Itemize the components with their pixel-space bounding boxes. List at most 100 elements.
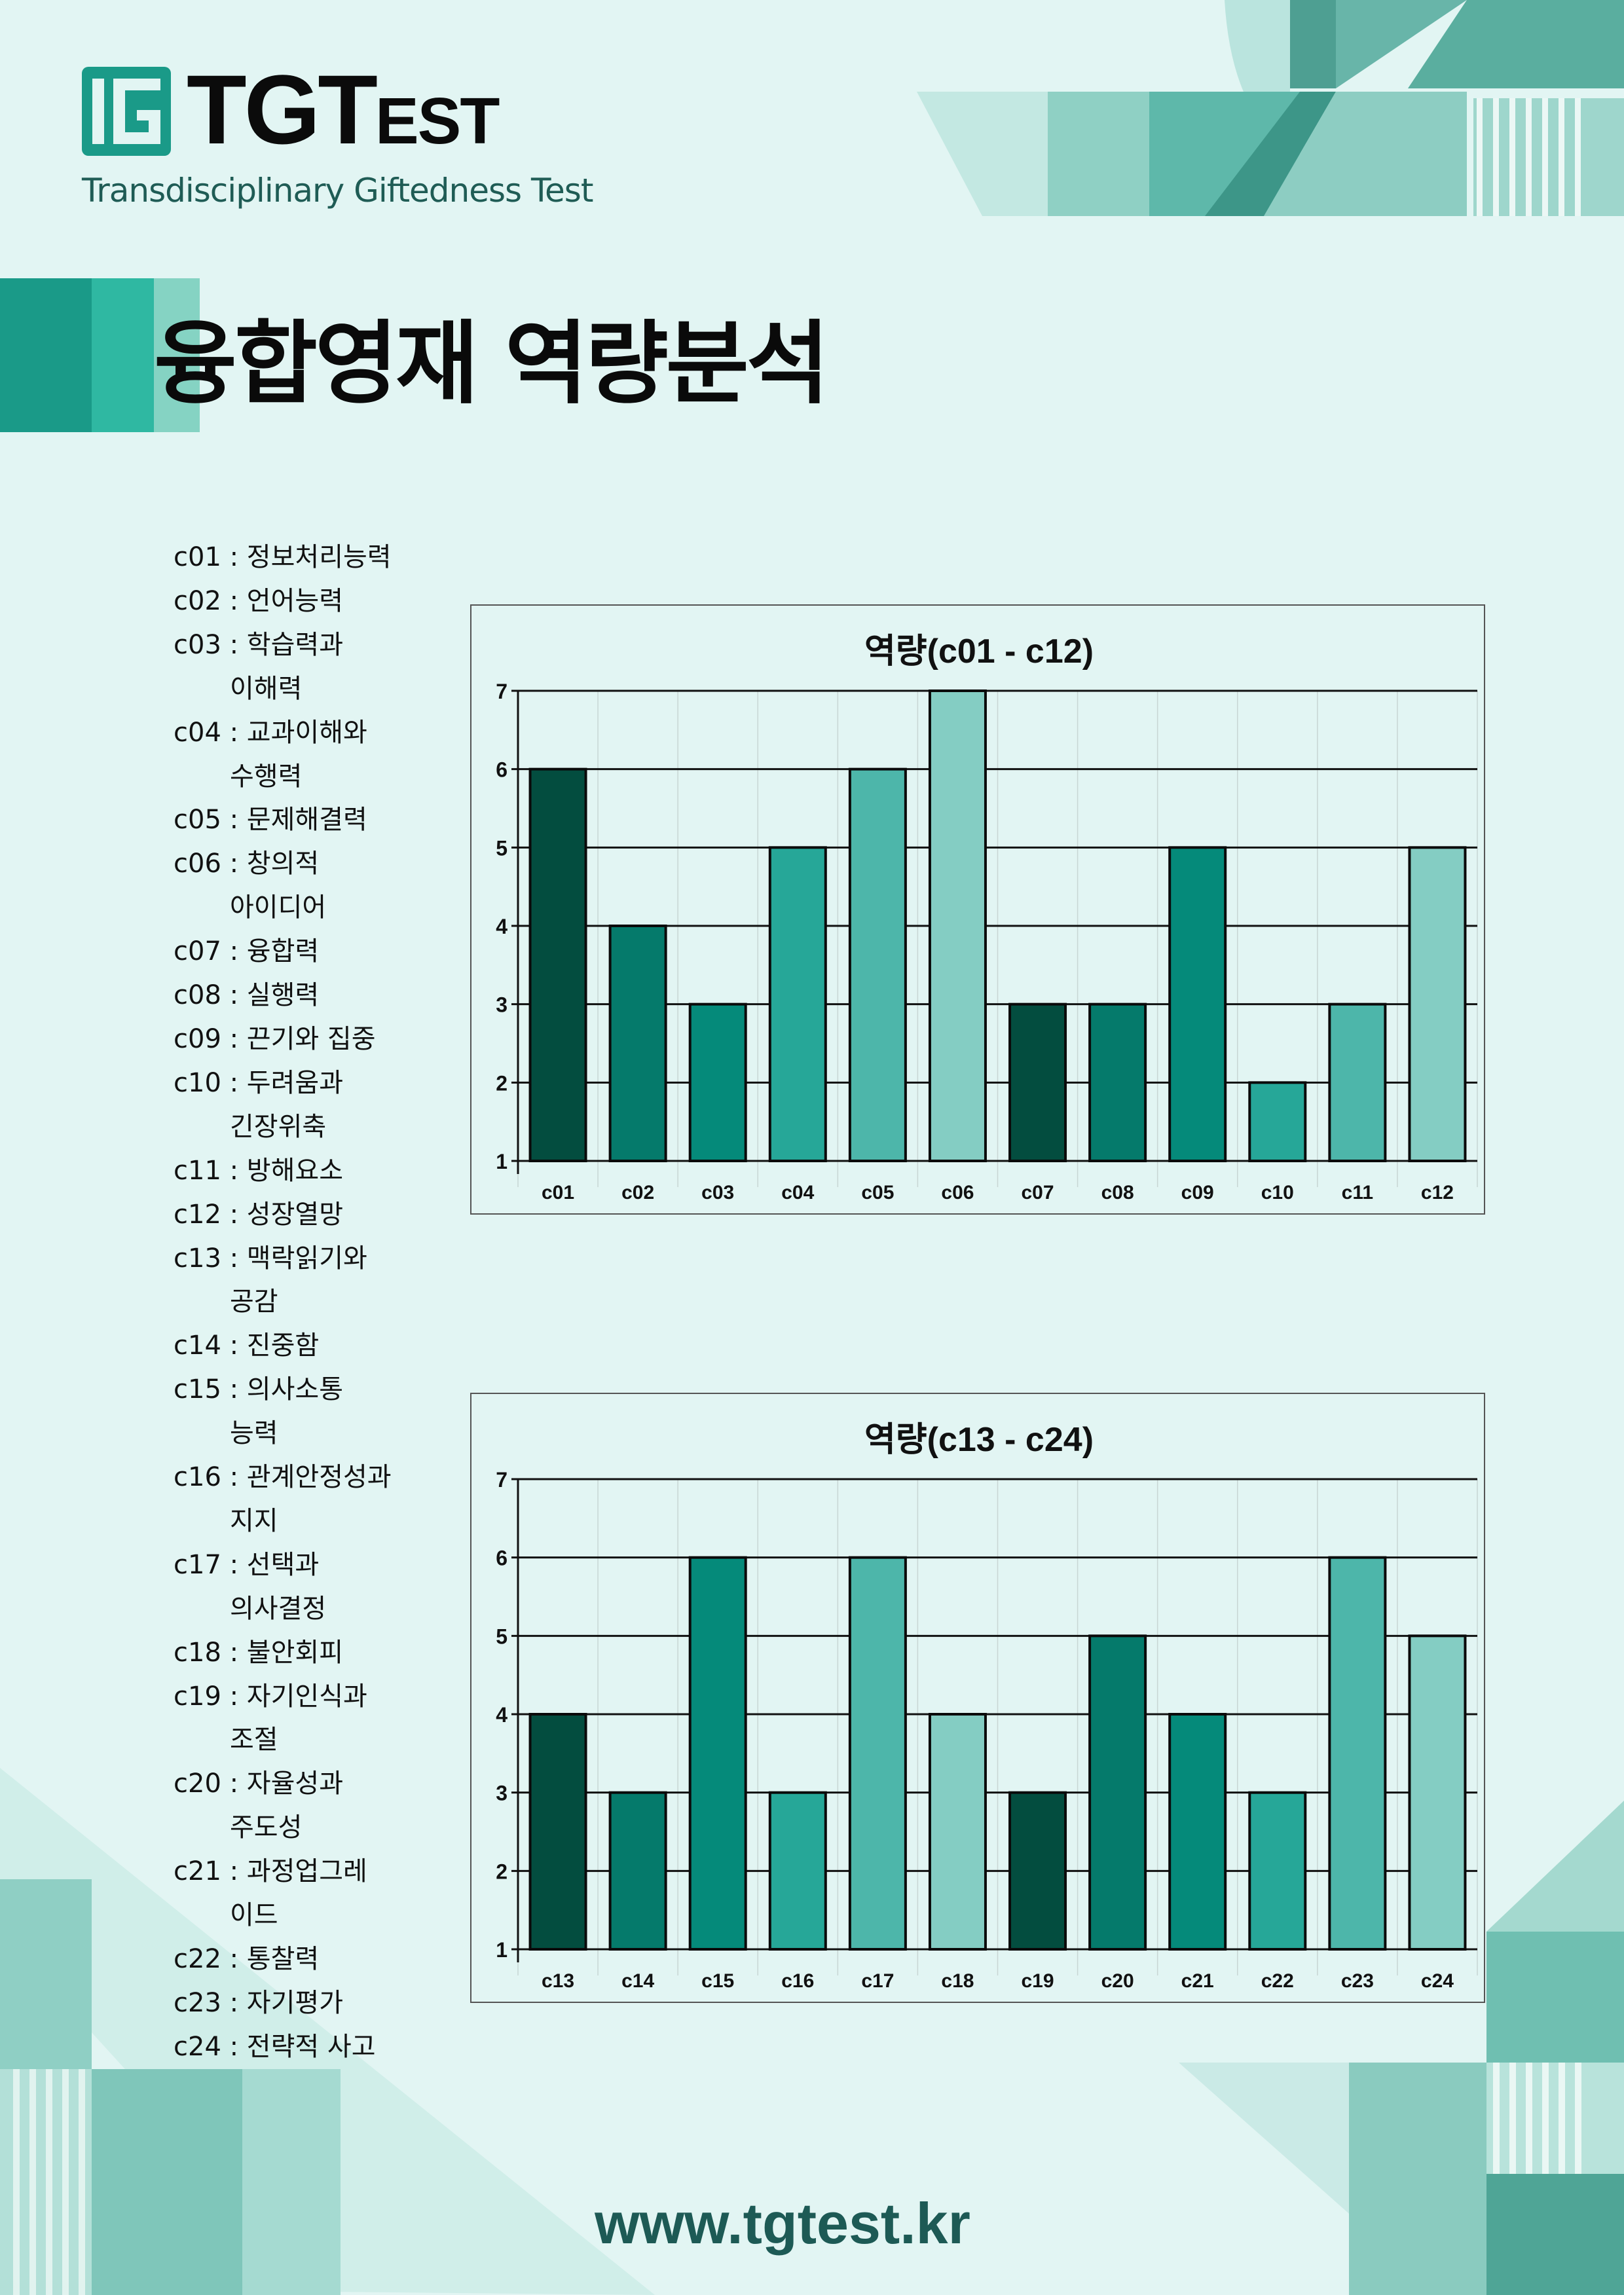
legend-item: c13 : 맥락읽기와 xyxy=(174,1243,367,1274)
legend-item-continuation: 공감 xyxy=(230,1287,278,1317)
title-band-dark xyxy=(0,278,92,432)
legend-item: c24 : 전략적 사고 xyxy=(174,2031,376,2062)
legend-item: c05 : 문제해결력 xyxy=(174,805,367,835)
bar-c01 xyxy=(528,767,587,1162)
legend-item: c03 : 학습력과 xyxy=(174,629,343,660)
bar-c19 xyxy=(1008,1791,1067,1951)
y-tick-label: 4 xyxy=(496,915,507,938)
x-tick-label: c02 xyxy=(621,1182,654,1203)
x-tick-label: c15 xyxy=(701,1970,734,1992)
x-tick-label: c23 xyxy=(1341,1970,1374,1992)
y-tick-label: 5 xyxy=(496,1625,507,1648)
chart-c13-c24: 역량(c13 - c24) 1 2 3 4 5 6 7 c13 c14 c15 c16 c17 c18 c1… xyxy=(470,1393,1485,2003)
y-tick-label: 2 xyxy=(496,1860,507,1883)
bar-c21 xyxy=(1168,1713,1227,1951)
y-tick-label: 4 xyxy=(496,1703,507,1727)
legend-item-continuation: 아이디어 xyxy=(230,892,327,923)
legend-item: c08 : 실행력 xyxy=(174,980,320,1011)
bar-c20 xyxy=(1088,1634,1147,1951)
page-title: 융합영재 역량분석 xyxy=(154,311,830,416)
legend-item-continuation: 의사결정 xyxy=(230,1593,327,1624)
website-url[interactable]: www.tgtest.kr xyxy=(595,2191,970,2256)
bar-c05 xyxy=(848,767,907,1162)
legend-item: c10 : 두려움과 xyxy=(174,1067,343,1098)
chart-svg: 역량(c01 - c12) 1 2 3 4 5 6 7 c01 c02 c03 c04 c05 c06 c0… xyxy=(496,633,1478,1203)
x-tick-label: c05 xyxy=(861,1182,894,1203)
title-band-mid xyxy=(92,278,154,432)
x-tick-label: c22 xyxy=(1261,1970,1294,1992)
y-tick-label: 2 xyxy=(496,1071,507,1095)
bar-c17 xyxy=(848,1556,907,1951)
legend-item: c12 : 성장열망 xyxy=(174,1199,343,1230)
y-tick-label: 5 xyxy=(496,836,507,860)
legend-item: c11 : 방해요소 xyxy=(174,1155,343,1186)
y-tick-label: 6 xyxy=(496,1547,507,1570)
x-tick-label: c18 xyxy=(941,1970,974,1992)
y-tick-label: 1 xyxy=(496,1938,507,1962)
bar-c14 xyxy=(608,1791,667,1951)
x-tick-label: c06 xyxy=(941,1182,974,1203)
bar-c08 xyxy=(1088,1002,1147,1163)
decorative-pattern-bottom xyxy=(0,1768,1624,2295)
x-tick-label: c12 xyxy=(1421,1182,1454,1203)
brand-logo-text: TGTEST xyxy=(187,54,500,164)
competency-legend: c01 : 정보처리능력 c02 : 언어능력 c03 : 학습력과 이해력 c04 :… xyxy=(174,536,392,2069)
legend-item: c17 : 선택과 xyxy=(174,1549,320,1580)
x-tick-label: c24 xyxy=(1421,1970,1454,1992)
legend-item-continuation: 조절 xyxy=(230,1725,278,1755)
legend-item-continuation: 주도성 xyxy=(230,1812,303,1843)
brand-subtitle: Transdisciplinary Giftedness Test xyxy=(82,172,593,210)
legend-item-continuation: 능력 xyxy=(230,1418,278,1449)
chart-c01-c12: 역량(c01 - c12) 1 2 3 4 5 6 7 c01 c02 c03 c04 c05 c06 c0… xyxy=(470,604,1485,1215)
x-tick-label: c01 xyxy=(542,1182,574,1203)
bar-c02 xyxy=(608,925,667,1162)
chart-title: 역량(c01 - c12) xyxy=(864,633,1094,670)
y-tick-label: 1 xyxy=(496,1150,507,1173)
legend-item: c01 : 정보처리능력 xyxy=(174,542,392,572)
legend-item: c20 : 자율성과 xyxy=(174,1769,343,1799)
decorative-pattern-top xyxy=(917,0,1624,216)
legend-item: c09 : 끈기와 집중 xyxy=(174,1023,376,1054)
bar-c09 xyxy=(1168,846,1227,1162)
y-tick-label: 3 xyxy=(496,993,507,1017)
chart-title: 역량(c13 - c24) xyxy=(864,1421,1094,1459)
x-tick-label: c10 xyxy=(1261,1182,1294,1203)
legend-item: c04 : 교과이해와 xyxy=(174,717,367,748)
bar-c12 xyxy=(1408,846,1467,1162)
x-tick-label: c04 xyxy=(781,1182,814,1203)
y-tick-label: 7 xyxy=(496,680,507,703)
bar-c13 xyxy=(528,1713,587,1951)
bar-c10 xyxy=(1248,1081,1307,1162)
x-tick-label: c16 xyxy=(781,1970,814,1992)
bar-c11 xyxy=(1328,1002,1387,1163)
bar-c23 xyxy=(1328,1556,1387,1951)
x-tick-label: c08 xyxy=(1101,1182,1134,1203)
legend-item: c16 : 관계안정성과 xyxy=(174,1462,392,1493)
legend-item-continuation: 이드 xyxy=(230,1900,278,1931)
bar-c06 xyxy=(928,689,987,1162)
x-tick-label: c07 xyxy=(1022,1182,1054,1203)
bar-c03 xyxy=(688,1002,747,1163)
bar-c24 xyxy=(1408,1634,1467,1951)
x-tick-label: c11 xyxy=(1342,1182,1373,1203)
bar-c04 xyxy=(768,846,827,1162)
legend-item: c19 : 자기인식과 xyxy=(174,1681,367,1712)
legend-item: c02 : 언어능력 xyxy=(174,585,343,616)
title-band-light xyxy=(154,278,200,432)
x-tick-label: c21 xyxy=(1181,1970,1214,1992)
legend-item: c23 : 자기평가 xyxy=(174,1987,343,2018)
x-tick-label: c19 xyxy=(1022,1970,1054,1992)
x-tick-label: c13 xyxy=(542,1970,574,1992)
legend-item: c21 : 과정업그레 xyxy=(174,1856,367,1887)
legend-item: c22 : 통찰력 xyxy=(174,1944,320,1974)
legend-item: c15 : 의사소통 xyxy=(174,1374,343,1405)
legend-item: c18 : 불안회피 xyxy=(174,1637,343,1668)
tgtest-logo-icon xyxy=(82,67,171,156)
bar-c18 xyxy=(928,1713,987,1951)
bar-c07 xyxy=(1008,1002,1067,1163)
x-tick-label: c14 xyxy=(621,1970,654,1992)
y-tick-label: 6 xyxy=(496,758,507,782)
legend-item: c14 : 진중함 xyxy=(174,1331,320,1361)
x-tick-label: c17 xyxy=(861,1970,894,1992)
legend-item-continuation: 수행력 xyxy=(230,761,303,792)
